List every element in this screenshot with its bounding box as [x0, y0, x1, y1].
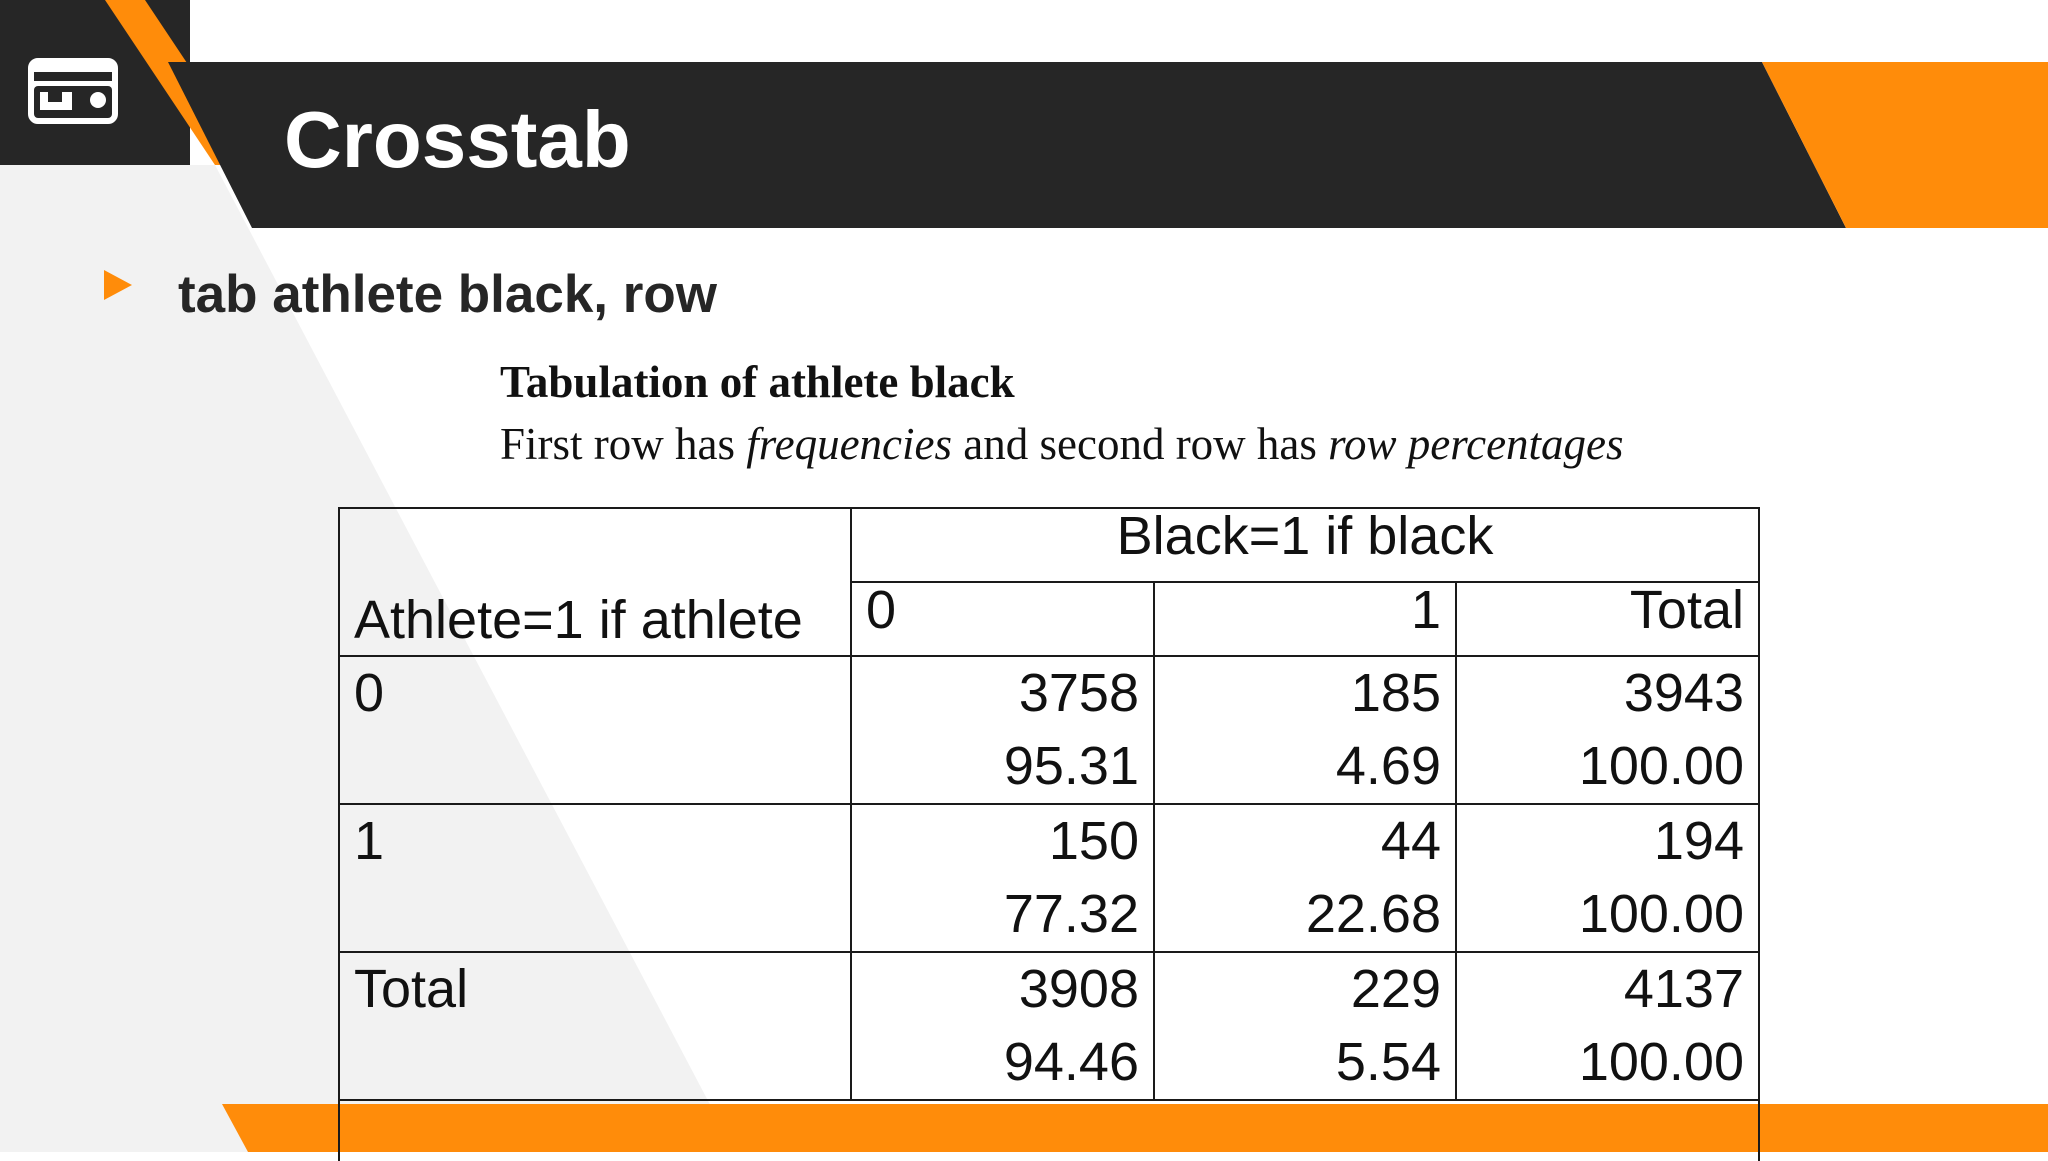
tabulation-subtitle: First row has frequencies and second row…: [500, 420, 1624, 470]
frequency-cell: 3943: [1471, 657, 1744, 730]
percentage-cell: 100.00: [1471, 730, 1744, 803]
subtitle-italic-frequencies: frequencies: [746, 419, 952, 469]
card-icon: [26, 56, 120, 126]
table-header-row-top: Athlete=1 if athlete Black=1 if black: [339, 508, 1759, 582]
crosstab-table: Athlete=1 if athlete Black=1 if black 0 …: [338, 507, 1760, 1161]
table-row-total: Total 3908 94.46 229 5.54 4137 100.00: [339, 952, 1759, 1100]
frequency-cell: 4137: [1471, 953, 1744, 1026]
frequency-cell: 3908: [866, 953, 1139, 1026]
percentage-cell: 94.46: [866, 1026, 1139, 1099]
bullet-command-text: tab athlete black, row: [178, 266, 717, 324]
percentage-cell: 100.00: [1471, 1026, 1744, 1099]
frequency-cell: 3758: [866, 657, 1139, 730]
column-header-total: Total: [1456, 582, 1759, 656]
table-row: 0 3758 95.31 185 4.69 3943 100.00: [339, 656, 1759, 804]
row-label: 0: [354, 657, 836, 730]
column-variable-label: Black=1 if black: [851, 508, 1759, 582]
subtitle-italic-row-percentages: row percentages: [1328, 419, 1623, 469]
subtitle-prefix: First row has: [500, 419, 746, 469]
column-header-1: 1: [1154, 582, 1456, 656]
percentage-cell: 5.54: [1169, 1026, 1441, 1099]
column-header-0: 0: [851, 582, 1154, 656]
table-row: 1 150 77.32 44 22.68 194 100.00: [339, 804, 1759, 952]
triangle-bullet-icon: [104, 270, 132, 300]
percentage-cell: 100.00: [1471, 878, 1744, 951]
row-variable-label: Athlete=1 if athlete: [339, 508, 851, 656]
row-label: 1: [354, 805, 836, 878]
percentage-cell: 95.31: [866, 730, 1139, 803]
frequency-cell: 185: [1169, 657, 1441, 730]
percentage-cell: 77.32: [866, 878, 1139, 951]
percentage-cell: 4.69: [1169, 730, 1441, 803]
slide-title: Crosstab: [284, 100, 631, 180]
frequency-cell: 44: [1169, 805, 1441, 878]
frequency-cell: 229: [1169, 953, 1441, 1026]
frequency-cell: 194: [1471, 805, 1744, 878]
frequency-cell: 150: [866, 805, 1139, 878]
tabulation-title: Tabulation of athlete black: [500, 358, 1015, 408]
row-label: Total: [354, 953, 836, 1026]
subtitle-middle: and second row has: [952, 419, 1328, 469]
percentage-cell: 22.68: [1169, 878, 1441, 951]
